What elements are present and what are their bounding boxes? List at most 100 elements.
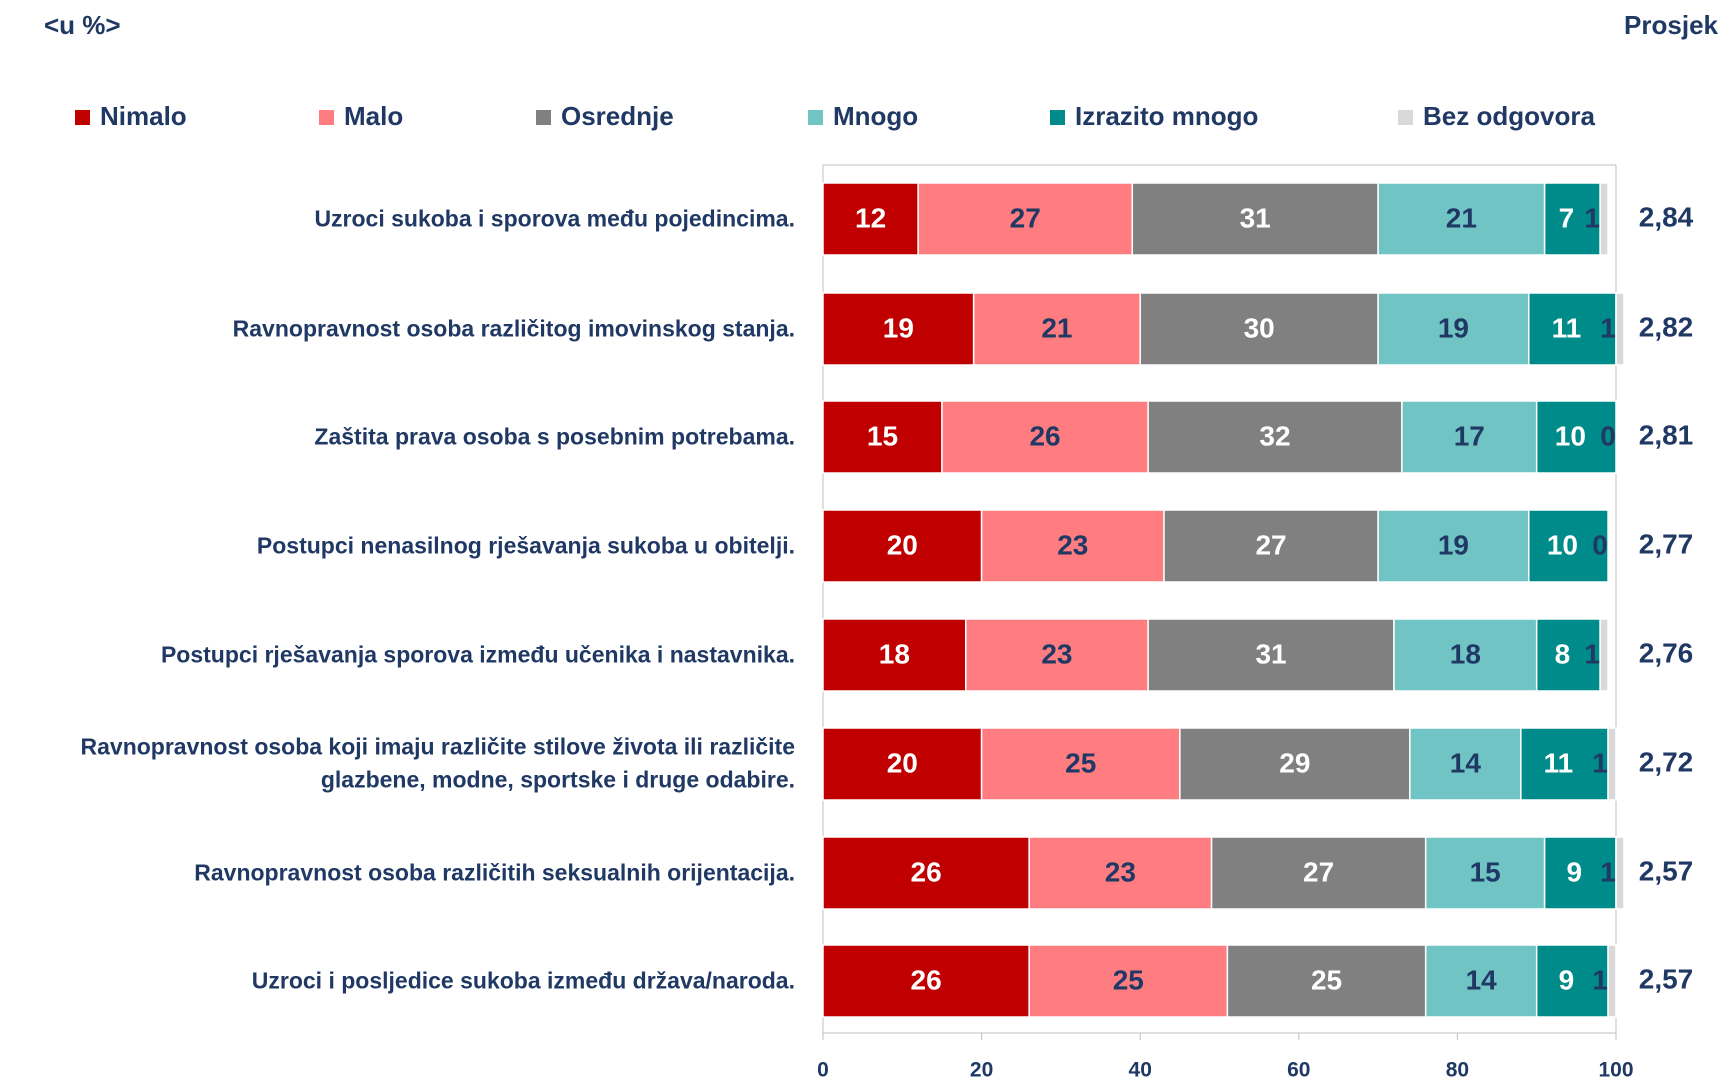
bar-segment [1226, 944, 1427, 1018]
average-label: 2,57 [1639, 963, 1694, 994]
bar-segment [1535, 618, 1601, 692]
data-label: 31 [1240, 202, 1271, 233]
bar-segment [1543, 836, 1617, 910]
data-label: 27 [1303, 856, 1334, 887]
bar-segment [1377, 509, 1530, 583]
bar-segment [1535, 400, 1617, 474]
bar-segment [1409, 727, 1522, 801]
x-tick-label: 60 [1287, 1059, 1310, 1082]
bar-segment [822, 727, 983, 801]
data-label: 19 [1438, 529, 1469, 560]
data-label: 10 [1547, 529, 1578, 560]
data-label: 17 [1454, 420, 1485, 451]
bar-segment [1607, 727, 1617, 801]
bar-segment [1131, 182, 1379, 256]
data-label: 19 [1438, 312, 1469, 343]
data-label: 25 [1311, 964, 1342, 995]
x-tick-label: 80 [1446, 1059, 1469, 1082]
bar-segment [1210, 836, 1427, 910]
bar-segment [1543, 182, 1601, 256]
data-label: 29 [1279, 747, 1310, 778]
data-label: 32 [1259, 420, 1290, 451]
x-tick-label: 20 [970, 1059, 993, 1082]
data-label: 0 [1592, 529, 1608, 560]
average-label: 2,81 [1639, 419, 1694, 450]
category-label: Zaštita prava osoba s posebnim potrebama… [314, 423, 795, 450]
bar-segment [964, 618, 1149, 692]
data-label: 27 [1255, 529, 1286, 560]
bar-segment [1615, 836, 1625, 910]
legend-swatch [808, 110, 823, 125]
legend-swatch [536, 110, 551, 125]
data-label: 11 [1544, 747, 1574, 778]
data-label: 14 [1466, 964, 1498, 995]
data-label: 1 [1600, 856, 1616, 887]
data-label: 9 [1559, 964, 1575, 995]
data-label: 21 [1446, 202, 1477, 233]
bar-segment [1163, 509, 1379, 583]
bar-segment [822, 509, 983, 583]
legend-swatch [1398, 110, 1413, 125]
bar-segment [1424, 944, 1538, 1018]
bar-segment [1147, 618, 1395, 692]
bar-segment [822, 400, 943, 474]
x-tick-label: 100 [1598, 1059, 1633, 1082]
data-label: 31 [1255, 638, 1286, 669]
category-label: Postupci nenasilnog rješavanja sukoba u … [256, 532, 795, 559]
data-label: 26 [1029, 420, 1060, 451]
legend-label: Nimalo [100, 101, 187, 131]
average-label: 2,57 [1639, 855, 1694, 886]
bar-segment [1401, 400, 1538, 474]
category-label: Ravnopravnost osoba koji imaju različite… [80, 733, 796, 793]
bar-segment [822, 618, 967, 692]
average-title: Prosjek [1624, 10, 1718, 40]
data-label: 15 [867, 420, 898, 451]
data-label: 26 [911, 964, 942, 995]
bar-segment [1528, 509, 1609, 583]
data-label: 18 [1450, 638, 1481, 669]
bar-segment [1028, 944, 1229, 1018]
bar-segment [1607, 944, 1617, 1018]
data-label: 10 [1555, 420, 1586, 451]
legend-label: Izrazito mnogo [1075, 101, 1258, 131]
bar-segment [1424, 836, 1546, 910]
legend-label: Malo [344, 101, 403, 131]
data-label: 12 [855, 202, 886, 233]
legend-label: Bez odgovora [1423, 101, 1595, 131]
data-label: 18 [879, 638, 910, 669]
data-label: 1 [1584, 202, 1600, 233]
bar-segment [1377, 182, 1546, 256]
data-label: 7 [1559, 202, 1575, 233]
bar-segment [1615, 292, 1625, 366]
bar-segment [980, 509, 1165, 583]
bar-segment [1139, 292, 1379, 366]
category-label: Ravnopravnost osoba različitih seksualni… [194, 859, 795, 886]
x-tick-label: 0 [817, 1059, 829, 1082]
bar-segment [822, 182, 919, 256]
bar-segment [972, 292, 1141, 366]
data-label: 20 [887, 747, 918, 778]
average-label: 2,82 [1639, 311, 1694, 342]
data-label: 26 [911, 856, 942, 887]
x-tick-label: 40 [1129, 1059, 1152, 1082]
bar-segment [1599, 618, 1609, 692]
bar-segment [1393, 618, 1538, 692]
bar-segment [1377, 292, 1530, 366]
bar-segment [1528, 292, 1617, 366]
legend-label: Osrednje [561, 101, 674, 131]
data-label: 21 [1041, 312, 1072, 343]
category-label: Uzroci i posljedice sukoba između država… [251, 967, 795, 994]
average-label: 2,76 [1639, 637, 1694, 668]
bar-segment [822, 292, 975, 366]
data-label: 23 [1041, 638, 1072, 669]
data-label: 11 [1552, 312, 1582, 343]
legend-swatch [75, 110, 90, 125]
data-label: 25 [1113, 964, 1144, 995]
legend-swatch [1050, 110, 1065, 125]
data-label: 20 [887, 529, 918, 560]
data-label: 30 [1244, 312, 1275, 343]
bar-segment [822, 836, 1030, 910]
data-label: 15 [1470, 856, 1501, 887]
